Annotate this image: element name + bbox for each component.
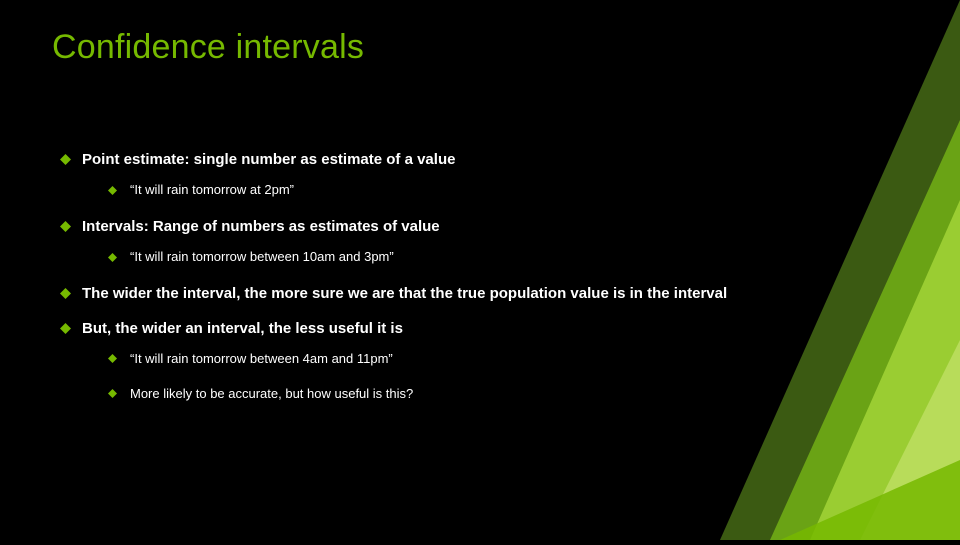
list-item: The wider the interval, the more sure we… [60,284,760,304]
item-text: “It will rain tomorrow between 4am and 1… [130,351,393,366]
slide-body: Point estimate: single number as estimat… [60,150,760,421]
item-text: “It will rain tomorrow between 10am and … [130,249,394,264]
bullet-list-level2: “It will rain tomorrow at 2pm” [108,182,760,199]
item-text: Point estimate: single number as estimat… [82,151,455,168]
item-text: More likely to be accurate, but how usef… [130,386,413,401]
item-text: “It will rain tomorrow at 2pm” [130,182,294,197]
item-text: Intervals: Range of numbers as estimates… [82,218,440,235]
list-item: Point estimate: single number as estimat… [60,150,760,199]
list-item: “It will rain tomorrow at 2pm” [108,182,760,199]
list-item: “It will rain tomorrow between 4am and 1… [108,351,760,368]
bullet-list-level1: Point estimate: single number as estimat… [60,150,760,403]
list-item: But, the wider an interval, the less use… [60,319,760,403]
list-item: Intervals: Range of numbers as estimates… [60,217,760,266]
item-text: The wider the interval, the more sure we… [82,285,727,302]
list-item: “It will rain tomorrow between 10am and … [108,249,760,266]
bullet-list-level2: “It will rain tomorrow between 4am and 1… [108,351,760,403]
item-text: But, the wider an interval, the less use… [82,320,403,337]
list-item: More likely to be accurate, but how usef… [108,386,760,403]
slide-title: Confidence intervals [52,28,364,67]
bullet-list-level2: “It will rain tomorrow between 10am and … [108,249,760,266]
